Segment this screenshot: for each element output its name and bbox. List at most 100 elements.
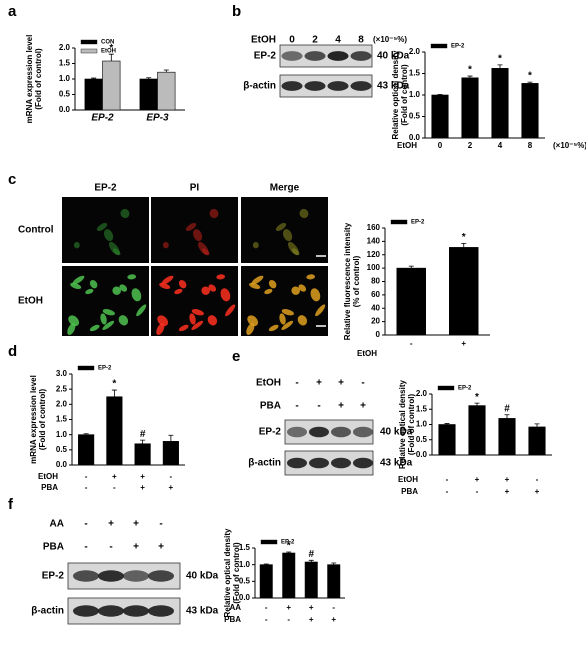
cell bbox=[192, 229, 203, 242]
cell bbox=[287, 241, 299, 256]
bar bbox=[102, 60, 121, 111]
band-label: EP-2 bbox=[259, 427, 282, 438]
panel-letter: a bbox=[8, 3, 17, 20]
error-bar bbox=[467, 75, 473, 78]
column-header: PI bbox=[190, 183, 200, 194]
cell bbox=[306, 274, 316, 280]
cell bbox=[174, 288, 183, 295]
lane-label: 4 bbox=[335, 35, 341, 46]
cell bbox=[131, 288, 142, 302]
y-tick-label: 0.0 bbox=[56, 460, 68, 469]
bar bbox=[491, 68, 509, 139]
x-axis-label: EtOH bbox=[397, 141, 417, 150]
lane-label: + bbox=[338, 401, 344, 412]
y-tick-label: 0.5 bbox=[409, 112, 421, 121]
bar bbox=[449, 247, 479, 336]
y-tick-label: 0.0 bbox=[409, 133, 421, 142]
x-row-value: - bbox=[287, 615, 290, 624]
cell bbox=[85, 288, 94, 295]
x-row-value: + bbox=[535, 487, 540, 496]
band bbox=[350, 81, 372, 91]
y-tick-label: 1.0 bbox=[416, 420, 428, 429]
cell bbox=[136, 304, 147, 317]
legend-swatch bbox=[80, 39, 98, 45]
panel-letter: f bbox=[8, 496, 14, 513]
y-tick-label: 2.0 bbox=[409, 47, 421, 56]
x-row-value: - bbox=[265, 603, 268, 612]
cell bbox=[207, 315, 218, 326]
x-row-value: - bbox=[85, 472, 88, 481]
band bbox=[353, 426, 373, 438]
cell bbox=[268, 324, 279, 332]
cell bbox=[159, 282, 171, 289]
lane-label: 0 bbox=[289, 35, 295, 46]
cell bbox=[89, 324, 100, 332]
legend-label: EP-2 bbox=[98, 366, 112, 372]
error-bar bbox=[108, 53, 114, 62]
cell bbox=[89, 279, 98, 289]
error-bar bbox=[497, 64, 503, 69]
bar bbox=[498, 418, 516, 456]
lane-unit: (×10⁻⁵%) bbox=[373, 35, 407, 44]
cell bbox=[282, 229, 293, 242]
x-row-value: - bbox=[170, 472, 173, 481]
cell bbox=[118, 315, 129, 326]
band bbox=[148, 605, 174, 617]
cell bbox=[161, 275, 174, 285]
y-tick-label: 1.5 bbox=[239, 543, 251, 552]
cell bbox=[178, 324, 189, 332]
row-label: Control bbox=[18, 225, 54, 236]
legend-swatch bbox=[80, 48, 98, 54]
lane-label: - bbox=[159, 519, 162, 530]
lane-label: + bbox=[158, 542, 164, 553]
bar bbox=[106, 396, 123, 466]
error-bar bbox=[168, 434, 174, 442]
y-axis-label: (Fold of control) bbox=[400, 64, 409, 126]
x-row-value: - bbox=[536, 475, 539, 484]
band-size: 40 kDa bbox=[380, 427, 413, 438]
band bbox=[123, 570, 149, 582]
lane-label: - bbox=[109, 542, 112, 553]
bar bbox=[461, 77, 479, 139]
y-axis-label: Relative optical density bbox=[391, 50, 400, 139]
bar bbox=[282, 552, 296, 599]
band-label: EP-2 bbox=[254, 51, 277, 62]
y-tick-label: 60 bbox=[371, 290, 380, 299]
legend-swatch bbox=[260, 539, 278, 545]
x-row-value: + bbox=[505, 487, 510, 496]
cell bbox=[156, 323, 165, 336]
cell bbox=[197, 241, 209, 256]
y-tick-label: 120 bbox=[367, 250, 381, 259]
x-row-value: + bbox=[309, 615, 314, 624]
lane-label: + bbox=[316, 378, 322, 389]
band-label: EP-2 bbox=[42, 571, 65, 582]
y-axis-label: (Fold of control) bbox=[407, 394, 416, 456]
x-row-value: + bbox=[169, 483, 174, 492]
cell bbox=[252, 241, 259, 249]
significance-mark: * bbox=[109, 43, 113, 54]
cell bbox=[281, 320, 294, 330]
error-bar bbox=[146, 77, 152, 79]
error-bar bbox=[140, 439, 146, 444]
lane-label: - bbox=[295, 401, 298, 412]
bar bbox=[521, 83, 539, 139]
cell bbox=[68, 315, 80, 327]
x-tick-label: 8 bbox=[528, 141, 533, 150]
y-axis-label: (Fold of control) bbox=[34, 48, 43, 110]
x-tick-label: 4 bbox=[498, 141, 503, 150]
error-bar bbox=[308, 559, 314, 562]
y-tick-label: 1.0 bbox=[59, 74, 71, 83]
x-tick-label: EP-3 bbox=[146, 113, 169, 124]
column-header: Merge bbox=[270, 183, 300, 194]
y-tick-label: 0.0 bbox=[59, 105, 71, 114]
significance-mark: * bbox=[475, 392, 479, 403]
x-row-label: AA bbox=[229, 603, 241, 612]
lane-label: - bbox=[84, 542, 87, 553]
lane-label: - bbox=[317, 401, 320, 412]
error-bar bbox=[331, 562, 337, 565]
error-bar bbox=[534, 423, 540, 427]
y-tick-label: 1.5 bbox=[56, 415, 68, 424]
band bbox=[350, 51, 372, 61]
band-label: β-actin bbox=[243, 81, 276, 92]
